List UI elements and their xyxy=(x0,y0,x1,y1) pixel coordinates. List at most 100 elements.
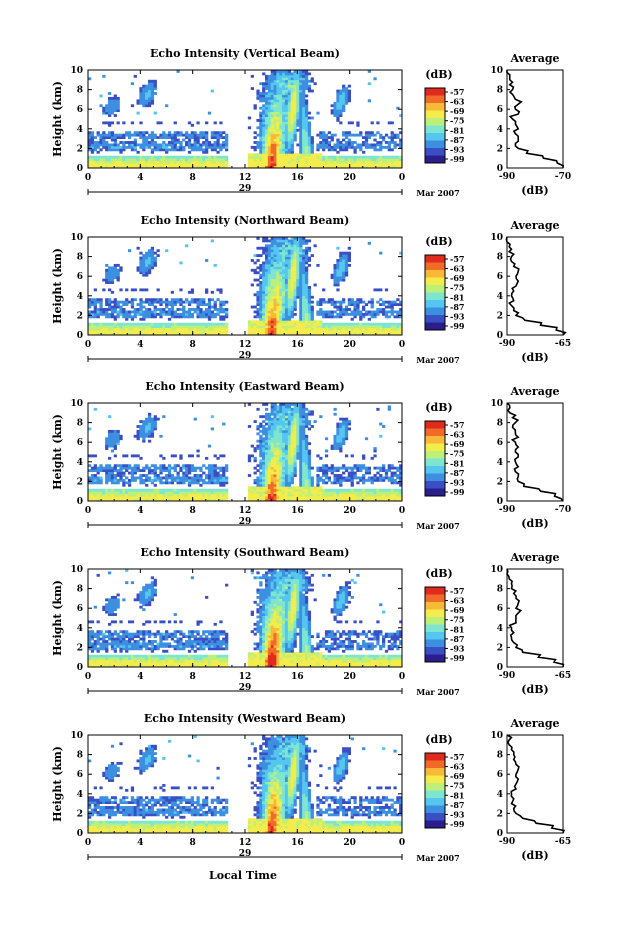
heatmap-cell xyxy=(147,308,152,311)
heatmap-cell xyxy=(147,136,152,139)
heatmap-cell xyxy=(90,131,95,135)
heatmap-cell xyxy=(333,315,337,319)
heatmap-cell xyxy=(264,106,269,110)
heatmap-cell xyxy=(267,160,272,164)
heatmap-cell xyxy=(290,271,294,275)
heatmap-cell xyxy=(276,104,280,108)
heatmap-cell xyxy=(219,136,223,139)
heatmap-cell xyxy=(362,300,366,304)
heatmap-cell xyxy=(264,474,269,477)
heatmap-cell xyxy=(267,317,272,321)
heatmap-cell xyxy=(130,478,135,482)
heatmap-cell xyxy=(284,126,289,130)
heatmap-cell xyxy=(390,163,394,166)
heatmap-cell xyxy=(273,261,277,265)
heatmap-cell xyxy=(110,136,115,139)
heatmap-cell xyxy=(376,131,380,135)
heatmap-cell xyxy=(139,491,143,495)
heatmap-cell xyxy=(307,312,312,316)
heatmap-cell xyxy=(282,92,286,95)
heatmap-cell xyxy=(259,283,263,287)
heatmap-cell xyxy=(276,249,280,253)
heatmap-cell xyxy=(287,121,292,125)
heatmap-cell xyxy=(147,160,152,164)
heatmap-cell xyxy=(282,312,286,316)
heatmap-cell xyxy=(262,131,266,135)
heatmap-cell xyxy=(125,496,129,499)
heatmap-cell xyxy=(336,119,340,122)
heatmap-cell xyxy=(293,325,297,329)
heatmap-cell xyxy=(159,325,163,329)
heatmap-cell xyxy=(273,449,277,453)
heatmap-cell xyxy=(187,498,192,502)
heatmap-cell xyxy=(359,300,363,304)
heatmap-cell xyxy=(276,308,280,311)
heatmap-cell xyxy=(130,288,135,292)
heatmap-cell xyxy=(293,244,297,248)
heatmap-cell xyxy=(262,106,266,110)
heatmap-cell xyxy=(93,136,97,139)
heatmap-cell xyxy=(302,276,306,280)
heatmap-cell xyxy=(225,158,229,162)
heatmap-cell xyxy=(187,325,192,329)
heatmap-cell xyxy=(264,449,269,453)
heatmap-cell xyxy=(282,278,286,282)
heatmap-cell xyxy=(93,478,97,482)
heatmap-cell xyxy=(145,496,149,499)
heatmap-cell xyxy=(105,263,109,267)
heatmap-cell xyxy=(122,325,126,329)
heatmap-cell xyxy=(290,133,294,137)
heatmap-cell xyxy=(116,109,120,113)
heatmap-cell xyxy=(390,308,394,311)
heatmap-cell xyxy=(379,310,383,314)
heatmap-cell xyxy=(196,160,200,164)
heatmap-cell xyxy=(170,466,175,470)
heatmap-cell xyxy=(110,99,115,103)
heatmap-cell xyxy=(253,136,257,139)
heatmap-cell xyxy=(210,322,214,326)
heatmap-cell xyxy=(262,295,266,299)
heatmap-cell xyxy=(304,163,309,166)
heatmap-cell xyxy=(287,315,292,319)
heatmap-cell xyxy=(384,332,389,336)
heatmap-cell xyxy=(142,493,146,497)
heatmap-cell xyxy=(207,111,212,115)
heatmap-cell xyxy=(107,268,112,272)
heatmap-cell xyxy=(202,310,206,314)
heatmap-cell xyxy=(342,160,346,164)
heatmap-cell xyxy=(102,106,106,110)
heatmap-cell xyxy=(196,148,200,152)
heatmap-cell xyxy=(150,425,155,428)
heatmap-cell xyxy=(110,327,115,331)
heatmap-cell xyxy=(270,89,274,93)
heatmap-cell xyxy=(284,96,289,100)
heatmap-cell xyxy=(279,325,283,329)
heatmap-cell xyxy=(296,322,300,326)
heatmap-cell xyxy=(347,121,352,125)
heatmap-cell xyxy=(88,327,92,331)
heatmap-cell xyxy=(167,496,172,499)
heatmap-cell xyxy=(276,131,280,135)
heatmap-cell xyxy=(262,251,266,255)
heatmap-cell xyxy=(159,488,163,492)
heatmap-cell xyxy=(259,317,263,321)
heatmap-cell xyxy=(205,148,209,152)
heatmap-cell xyxy=(156,121,160,125)
heatmap-cell xyxy=(162,300,166,304)
heatmap-cell xyxy=(167,300,172,304)
heatmap-cell xyxy=(190,158,195,162)
heatmap-cell xyxy=(125,288,129,292)
heatmap-cell xyxy=(147,82,152,86)
heatmap-cell xyxy=(136,327,140,331)
heatmap-cell xyxy=(125,469,129,472)
heatmap-cell xyxy=(322,155,326,159)
colorbar-segment xyxy=(425,324,445,327)
heatmap-cell xyxy=(182,476,186,480)
heatmap-cell xyxy=(307,87,312,90)
heatmap-cell xyxy=(119,133,123,137)
heatmap-cell xyxy=(290,300,294,304)
heatmap-cell xyxy=(150,432,155,436)
heatmap-cell xyxy=(179,165,183,169)
heatmap-cell xyxy=(273,290,277,294)
heatmap-cell xyxy=(353,160,357,164)
